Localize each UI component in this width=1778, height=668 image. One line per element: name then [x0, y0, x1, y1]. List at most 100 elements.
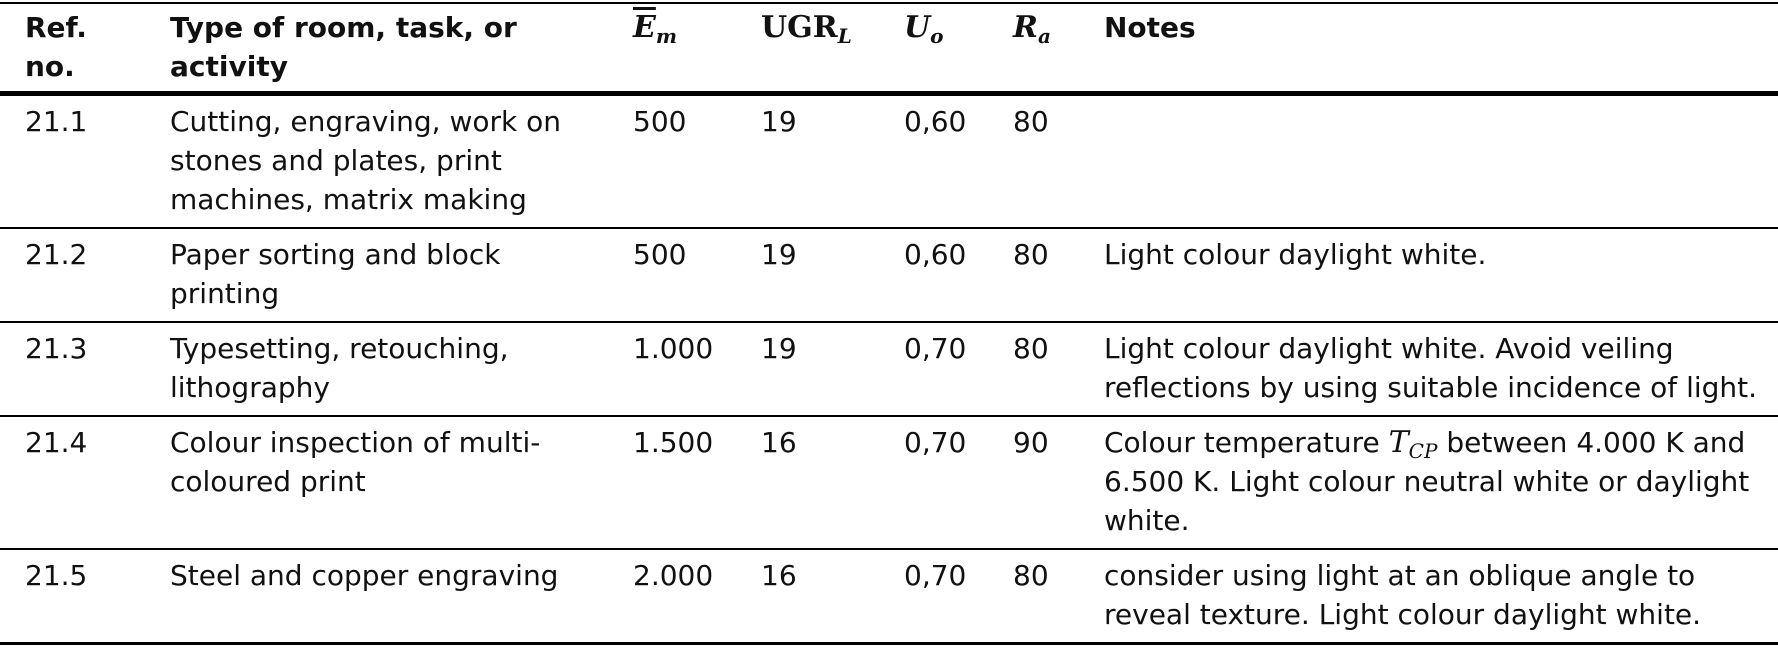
table-cell: Colour temperature TCP between 4.000 K a…	[1079, 416, 1778, 549]
cell-text: 16	[761, 559, 797, 592]
cell-text: 16	[761, 426, 797, 459]
table-cell: 19	[736, 94, 879, 229]
cell-text: 80	[1013, 559, 1049, 592]
table-cell: Light colour daylight white. Avoid veili…	[1079, 322, 1778, 416]
math-symbol: Ra	[1013, 10, 1051, 48]
cell-text: 90	[1013, 426, 1049, 459]
symbol-subscript: m	[655, 24, 678, 48]
cell-text: Notes	[1104, 11, 1196, 44]
symbol-subscript: o	[930, 24, 944, 48]
header-cell: Ref. no.	[0, 3, 145, 94]
cell-text: 500	[633, 105, 687, 138]
cell-text: Colour inspection of multi-coloured prin…	[170, 426, 541, 498]
table-cell: 2.000	[608, 549, 736, 644]
cell-text: 2.000	[633, 559, 714, 592]
header-cell: UGRL	[736, 3, 879, 94]
table-cell: 0,60	[879, 228, 988, 322]
cell-text: Light colour daylight white.	[1104, 238, 1487, 271]
symbol-subscript: L	[837, 24, 852, 48]
table-cell: 500	[608, 94, 736, 229]
table-cell: 0,70	[879, 322, 988, 416]
cell-text: 21.4	[25, 426, 88, 459]
cell-text: 0,60	[904, 105, 967, 138]
table-cell: 21.3	[0, 322, 145, 416]
cell-text: 19	[761, 105, 797, 138]
table-cell: 21.5	[0, 549, 145, 644]
table-row: 21.5 Steel and copper engraving 2.000 16 0,7…	[0, 549, 1778, 644]
table-row: 21.3 Typesetting, retouching, lithography…	[0, 322, 1778, 416]
symbol-base: R	[1013, 10, 1038, 45]
math-symbol: UGRL	[761, 10, 852, 48]
table-cell: 80	[988, 322, 1079, 416]
table-cell: 80	[988, 94, 1079, 229]
cell-text: Ref. no.	[25, 11, 87, 83]
cell-text: 19	[761, 238, 797, 271]
cell-text: 1.500	[633, 426, 714, 459]
symbol-subscript: a	[1037, 24, 1051, 48]
header-cell: Ra	[988, 3, 1079, 94]
cell-text: 0,60	[904, 238, 967, 271]
math-symbol: Uo	[904, 10, 944, 48]
cell-text: 1.000	[633, 332, 714, 365]
header-cell: Uo	[879, 3, 988, 94]
table-cell: Typesetting, retouching, lithography	[145, 322, 608, 416]
cell-text: Paper sorting and block printing	[170, 238, 501, 310]
symbol-base: E	[633, 10, 656, 45]
math-symbol: Em	[633, 10, 678, 48]
table-cell: 80	[988, 549, 1079, 644]
table-cell: Cutting, engraving, work on stones and p…	[145, 94, 608, 229]
cell-text: 0,70	[904, 559, 967, 592]
lighting-table: Ref. no. Type of room, task, or activity E…	[0, 2, 1778, 645]
table-cell: consider using light at an oblique angle…	[1079, 549, 1778, 644]
cell-text: Cutting, engraving, work on stones and p…	[170, 105, 561, 216]
cell-text: between 4.000 K and 6.500 K. Light colou…	[1104, 426, 1750, 537]
cell-text: 21.1	[25, 105, 88, 138]
table-cell: 21.4	[0, 416, 145, 549]
header-cell: Em	[608, 3, 736, 94]
table-cell: 90	[988, 416, 1079, 549]
cell-text: 80	[1013, 238, 1049, 271]
cell-text: 21.3	[25, 332, 88, 365]
table-cell: 0,70	[879, 416, 988, 549]
symbol-base: UGR	[761, 10, 838, 45]
cell-text: Type of room, task, or activity	[170, 11, 517, 83]
cell-text: consider using light at an oblique angle…	[1104, 559, 1702, 631]
symbol-base: T	[1388, 425, 1409, 460]
cell-text: Steel and copper engraving	[170, 559, 559, 592]
math-symbol: TCP	[1388, 425, 1438, 463]
cell-text: 0,70	[904, 426, 967, 459]
table-cell: 21.2	[0, 228, 145, 322]
table-cell: 16	[736, 549, 879, 644]
table-cell: Steel and copper engraving	[145, 549, 608, 644]
cell-text: Typesetting, retouching, lithography	[170, 332, 509, 404]
cell-text: 19	[761, 332, 797, 365]
table-cell: 0,60	[879, 94, 988, 229]
table-cell: 19	[736, 322, 879, 416]
cell-text: Colour temperature	[1104, 426, 1389, 459]
table-cell: 0,70	[879, 549, 988, 644]
table-cell: 1.500	[608, 416, 736, 549]
table-cell: 500	[608, 228, 736, 322]
header-cell: Type of room, task, or activity	[145, 3, 608, 94]
table-cell: 1.000	[608, 322, 736, 416]
table-cell: 21.1	[0, 94, 145, 229]
cell-text: 0,70	[904, 332, 967, 365]
table-cell: 80	[988, 228, 1079, 322]
table-body: 21.1 Cutting, engraving, work on stones a…	[0, 94, 1778, 644]
cell-text: 21.2	[25, 238, 88, 271]
header-row: Ref. no. Type of room, task, or activity E…	[0, 3, 1778, 94]
cell-text: 80	[1013, 105, 1049, 138]
table-cell: Light colour daylight white.	[1079, 228, 1778, 322]
table-cell	[1079, 94, 1778, 229]
cell-text: 500	[633, 238, 687, 271]
table-cell: 19	[736, 228, 879, 322]
cell-text: Light colour daylight white. Avoid veili…	[1104, 332, 1758, 404]
table-cell: Paper sorting and block printing	[145, 228, 608, 322]
table-row: 21.2 Paper sorting and block printing 500 1…	[0, 228, 1778, 322]
table-cell: 16	[736, 416, 879, 549]
table-head: Ref. no. Type of room, task, or activity E…	[0, 3, 1778, 94]
symbol-subscript: CP	[1408, 439, 1438, 463]
table-row: 21.4 Colour inspection of multi-coloured …	[0, 416, 1778, 549]
table-cell: Colour inspection of multi-coloured prin…	[145, 416, 608, 549]
